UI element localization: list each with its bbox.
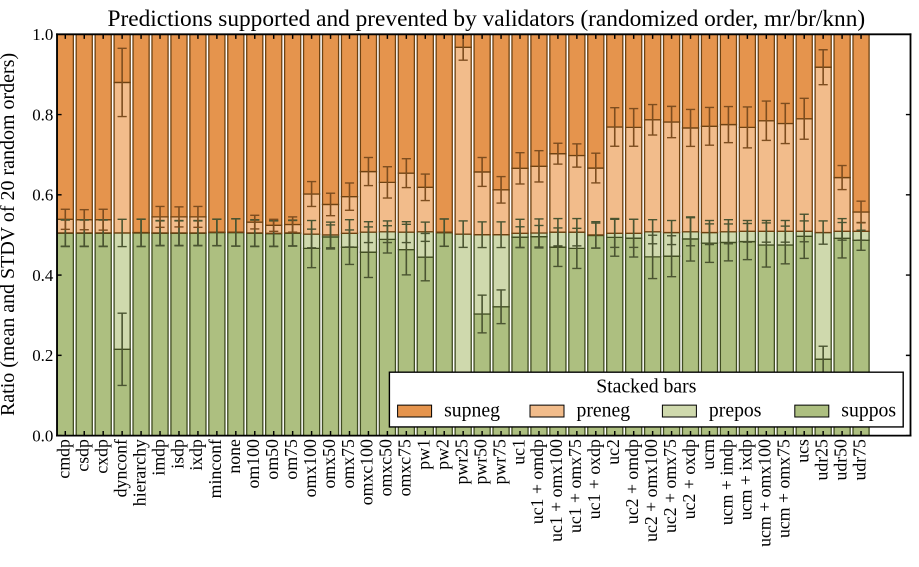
- svg-text:0.0: 0.0: [32, 426, 53, 445]
- svg-text:uc2: uc2: [603, 439, 623, 465]
- svg-text:suppos: suppos: [841, 399, 896, 421]
- svg-text:pw1: pw1: [414, 439, 434, 470]
- svg-text:ucm + imdp: ucm + imdp: [717, 439, 737, 525]
- svg-text:hierarchy: hierarchy: [129, 439, 149, 506]
- svg-text:uc2 + oxdp: uc2 + oxdp: [679, 439, 699, 519]
- svg-text:minconf: minconf: [205, 439, 225, 498]
- svg-text:om75: om75: [281, 439, 301, 480]
- svg-text:ucm + omx75: ucm + omx75: [774, 439, 794, 538]
- svg-text:ucm + omx100: ucm + omx100: [755, 439, 775, 547]
- svg-text:csdp: csdp: [73, 439, 93, 472]
- svg-text:om100: om100: [243, 439, 263, 488]
- svg-text:Predictions supported and prev: Predictions supported and prevented by v…: [107, 6, 865, 32]
- svg-text:omx75: omx75: [338, 439, 358, 488]
- svg-text:cxdp: cxdp: [91, 439, 111, 474]
- svg-text:prepos: prepos: [709, 399, 762, 421]
- svg-text:ixdp: ixdp: [186, 439, 206, 471]
- svg-text:om50: om50: [262, 439, 282, 480]
- svg-text:0.8: 0.8: [32, 105, 53, 124]
- svg-text:supneg: supneg: [444, 399, 500, 421]
- svg-text:uc2 + omdp: uc2 + omdp: [622, 439, 642, 524]
- svg-text:pwr50: pwr50: [470, 439, 490, 485]
- svg-text:0.4: 0.4: [32, 266, 54, 285]
- svg-text:isdp: isdp: [167, 439, 187, 469]
- svg-text:none: none: [224, 439, 244, 474]
- svg-text:omx50: omx50: [319, 439, 339, 488]
- svg-text:uc1 + omx75: uc1 + omx75: [565, 439, 585, 533]
- svg-text:pwr75: pwr75: [489, 439, 509, 485]
- svg-text:Stacked bars: Stacked bars: [596, 376, 696, 398]
- svg-text:omxc75: omxc75: [395, 439, 415, 496]
- svg-text:uc2 + omx75: uc2 + omx75: [660, 439, 680, 533]
- svg-text:omxc100: omxc100: [357, 439, 377, 505]
- svg-text:ucm + ixdp: ucm + ixdp: [736, 439, 756, 520]
- svg-text:ucm: ucm: [698, 439, 718, 470]
- svg-text:pwr25: pwr25: [451, 439, 471, 485]
- svg-text:0.2: 0.2: [32, 346, 53, 365]
- svg-text:udr75: udr75: [849, 439, 869, 481]
- svg-text:0.6: 0.6: [32, 186, 53, 205]
- svg-text:cmdp: cmdp: [54, 439, 74, 479]
- svg-text:Ratio (mean and STDV of 20 ran: Ratio (mean and STDV of 20 random orders…: [0, 53, 19, 416]
- svg-text:preneg: preneg: [577, 399, 631, 421]
- svg-text:uc1 + oxdp: uc1 + oxdp: [584, 439, 604, 519]
- svg-text:uc2 + omx100: uc2 + omx100: [641, 439, 661, 542]
- svg-text:uc1: uc1: [508, 439, 528, 465]
- svg-text:pw2: pw2: [433, 439, 453, 470]
- svg-text:uc1 + omdp: uc1 + omdp: [527, 439, 547, 524]
- svg-text:imdp: imdp: [148, 439, 168, 476]
- svg-text:ucs: ucs: [792, 439, 812, 463]
- svg-text:dynconf: dynconf: [110, 439, 130, 497]
- svg-text:omxc50: omxc50: [376, 439, 396, 496]
- svg-text:udr50: udr50: [830, 439, 850, 481]
- svg-text:omx100: omx100: [300, 439, 320, 497]
- svg-text:udr25: udr25: [811, 439, 831, 481]
- svg-text:uc1 + omx100: uc1 + omx100: [546, 439, 566, 542]
- svg-text:1.0: 1.0: [32, 25, 53, 44]
